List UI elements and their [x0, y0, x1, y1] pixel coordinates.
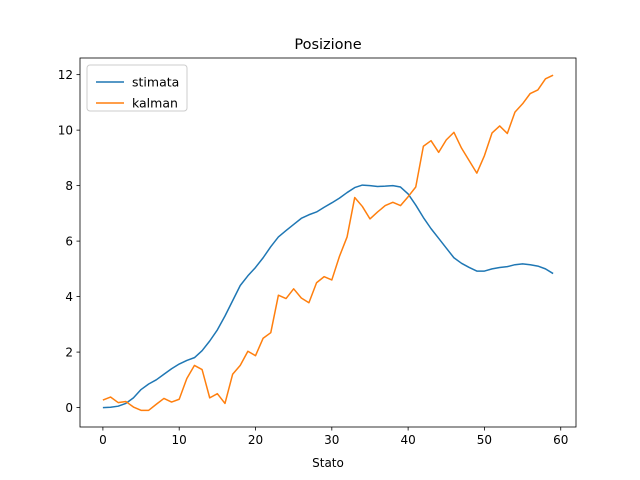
- y-tick-label: 4: [65, 290, 73, 304]
- x-tick-label: 20: [248, 433, 263, 447]
- x-tick-label: 30: [324, 433, 339, 447]
- x-tick-label: 40: [400, 433, 415, 447]
- x-tick-label: 10: [172, 433, 187, 447]
- y-tick-label: 0: [65, 401, 73, 415]
- y-tick-label: 2: [65, 345, 73, 359]
- axes-frame: [79, 57, 577, 428]
- y-tick-label: 10: [58, 123, 73, 137]
- y-tick-label: 12: [58, 68, 73, 82]
- chart-title: Posizione: [294, 37, 361, 53]
- x-tick-label: 0: [99, 433, 107, 447]
- x-tick-label: 60: [553, 433, 568, 447]
- legend-label-stimata: stimata: [132, 75, 179, 90]
- x-axis-label: Stato: [312, 456, 344, 470]
- legend-label-kalman: kalman: [132, 96, 178, 111]
- series-line-kalman: [102, 74, 554, 412]
- x-tick-label: 50: [477, 433, 492, 447]
- plot-area: 0 10 20 30 40 50 60 0 2 4 6 8 10 12 stimata kalman: [58, 57, 577, 447]
- series-line-stimata: [102, 184, 554, 409]
- legend-box: [86, 64, 188, 112]
- y-tick-label: 6: [65, 234, 73, 248]
- y-tick-label: 8: [65, 179, 73, 193]
